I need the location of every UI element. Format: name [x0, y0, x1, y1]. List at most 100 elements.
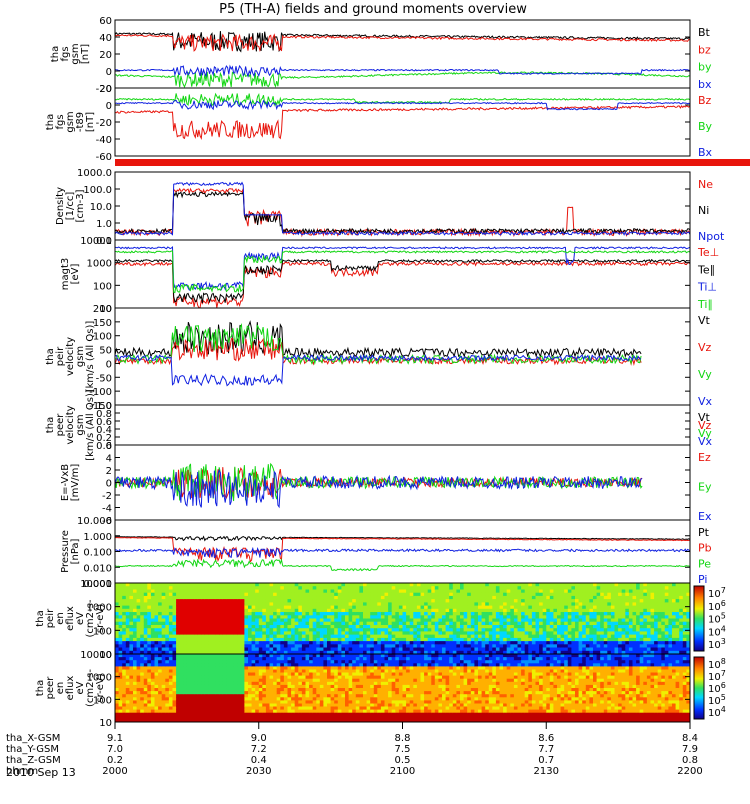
spectrogram-cell: [133, 710, 137, 714]
spectrogram-cell: [302, 685, 306, 689]
spectrogram-cell: [503, 625, 507, 629]
spectrogram-cell: [273, 612, 277, 616]
spectrogram-cell: [191, 596, 195, 600]
legend-vx: Vx: [698, 395, 713, 408]
spectrogram-cell: [341, 619, 345, 623]
spectrogram-cell: [374, 586, 378, 590]
spectrogram-cell: [543, 644, 547, 648]
spectrogram-cell: [198, 631, 202, 635]
spectrogram-cell: [137, 635, 141, 639]
spectrogram-cell: [518, 602, 522, 606]
spectrogram-cell: [270, 682, 274, 686]
spectrogram-cell: [180, 612, 184, 616]
spectrogram-cell: [611, 599, 615, 603]
spectrogram-cell: [654, 596, 658, 600]
spectrogram-cell: [561, 602, 565, 606]
y-tick-label: 0.010: [83, 563, 112, 574]
spectrogram-cell: [241, 676, 245, 680]
spectrogram-cell: [356, 644, 360, 648]
spectrogram-cell: [536, 606, 540, 610]
spectrogram-cell: [553, 615, 557, 619]
spectrogram-cell: [345, 596, 349, 600]
spectrogram-cell: [651, 631, 655, 635]
spectrogram-cell: [302, 682, 306, 686]
spectrogram-cell: [431, 593, 435, 597]
spectrogram-cell: [550, 593, 554, 597]
spectrogram-cell: [205, 596, 209, 600]
spectrogram-cell: [536, 638, 540, 642]
spectrogram-cell: [201, 716, 205, 720]
spectrogram-cell: [640, 628, 644, 632]
spectrogram-cell: [381, 583, 385, 587]
spectrogram-cell: [568, 583, 572, 587]
spectrogram-cell: [298, 602, 302, 606]
spectrogram-cell: [571, 638, 575, 642]
spectrogram-cell: [428, 638, 432, 642]
spectrogram-cell: [421, 586, 425, 590]
spectrogram-cell: [241, 602, 245, 606]
spectrogram-cell: [672, 638, 676, 642]
spectrogram-cell: [438, 596, 442, 600]
spectrogram-cell: [633, 628, 637, 632]
spectrogram-cell: [208, 638, 212, 642]
legend-vx: Vx: [698, 435, 713, 448]
spectrogram-cell: [151, 599, 155, 603]
spectrogram-cell: [356, 628, 360, 632]
spectrogram-cell: [165, 638, 169, 642]
spectrogram-cell: [259, 710, 263, 714]
spectrogram-cell: [119, 606, 123, 610]
spectrogram-cell: [122, 713, 126, 717]
spectrogram-cell: [679, 586, 683, 590]
spectrogram-cell: [262, 606, 266, 610]
spectrogram-cell: [579, 615, 583, 619]
spectrogram-cell: [147, 691, 151, 695]
spectrogram-cell: [147, 586, 151, 590]
spectrogram-cell: [291, 622, 295, 626]
spectrogram-cell: [140, 596, 144, 600]
spectrogram-cell: [514, 593, 518, 597]
spectrogram-cell: [633, 625, 637, 629]
spectrogram-cell: [169, 615, 173, 619]
spectrogram-cell: [316, 606, 320, 610]
spectrogram-cell: [492, 638, 496, 642]
spectrogram-cell: [165, 631, 169, 635]
spectrogram-cell: [169, 583, 173, 587]
spectrogram-cell: [543, 612, 547, 616]
spectrogram-cell: [676, 602, 680, 606]
spectrogram-cell: [259, 691, 263, 695]
spectrogram-cell: [216, 685, 220, 689]
spectrogram-cell: [352, 622, 356, 626]
spectrogram-cell: [295, 710, 299, 714]
spectrogram-cell: [187, 660, 191, 664]
spectrogram-cell: [449, 638, 453, 642]
spectrogram-cell: [571, 583, 575, 587]
spectrogram-cell: [643, 625, 647, 629]
spectrogram-cell: [478, 635, 482, 639]
spectrogram-cell: [284, 694, 288, 698]
spectrogram-cell: [277, 628, 281, 632]
spectrogram-cell: [320, 609, 324, 613]
spectrogram-cell: [187, 713, 191, 717]
spectrogram-cell: [298, 654, 302, 658]
spectrogram-cell: [298, 663, 302, 667]
spectrogram-cell: [252, 583, 256, 587]
spectrogram-cell: [230, 606, 234, 610]
spectrogram-cell: [169, 625, 173, 629]
spectrogram-cell: [331, 606, 335, 610]
spectrogram-cell: [600, 625, 604, 629]
spectrogram-cell: [575, 641, 579, 645]
spectrogram-cell: [381, 641, 385, 645]
spectrogram-cell: [176, 619, 180, 623]
spectrogram-cell: [600, 622, 604, 626]
spectrogram-cell: [158, 663, 162, 667]
spectrogram-cell: [521, 619, 525, 623]
spectrogram-cell: [622, 590, 626, 594]
spectrogram-cell: [173, 606, 177, 610]
spectrogram-cell: [165, 657, 169, 661]
spectrogram-cell: [133, 641, 137, 645]
spectrogram-cell: [456, 622, 460, 626]
spectrogram-cell: [672, 599, 676, 603]
spectrogram-cell: [291, 697, 295, 701]
spectrogram-cell: [129, 612, 133, 616]
